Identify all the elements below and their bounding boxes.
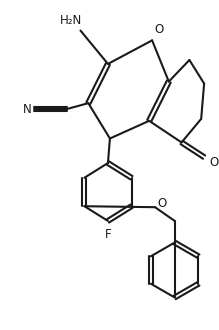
Text: N: N: [23, 103, 32, 115]
Text: O: O: [154, 23, 164, 36]
Text: H₂N: H₂N: [60, 14, 82, 27]
Text: O: O: [209, 155, 218, 169]
Text: F: F: [105, 228, 111, 241]
Text: O: O: [157, 197, 166, 210]
